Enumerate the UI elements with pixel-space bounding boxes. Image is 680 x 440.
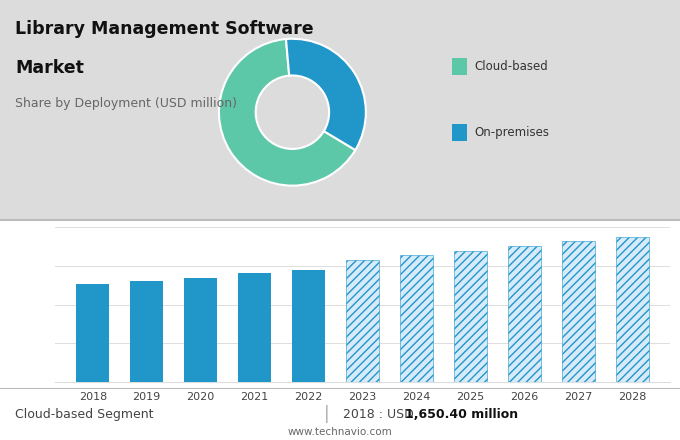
Bar [507,246,541,382]
Bar [292,270,325,382]
Bar [238,274,271,382]
Bar [345,260,379,382]
Text: Cloud-based Segment: Cloud-based Segment [15,407,154,421]
Text: Share by Deployment (USD million): Share by Deployment (USD million) [15,97,237,110]
Text: |: | [324,405,329,423]
Text: Market: Market [15,59,84,77]
Bar [184,278,218,382]
Text: www.technavio.com: www.technavio.com [288,427,392,437]
Text: 2018 : USD: 2018 : USD [343,407,418,421]
Wedge shape [219,39,356,186]
Bar [130,281,163,382]
Text: 1,650.40 million: 1,650.40 million [405,407,517,421]
Wedge shape [286,39,366,150]
Bar [562,241,595,382]
Text: On-premises: On-premises [474,126,549,139]
Bar [454,251,487,382]
Text: Library Management Software: Library Management Software [15,20,313,38]
Bar [400,255,433,382]
Bar [76,284,109,382]
Text: Cloud-based: Cloud-based [474,60,547,73]
Bar [615,237,649,382]
